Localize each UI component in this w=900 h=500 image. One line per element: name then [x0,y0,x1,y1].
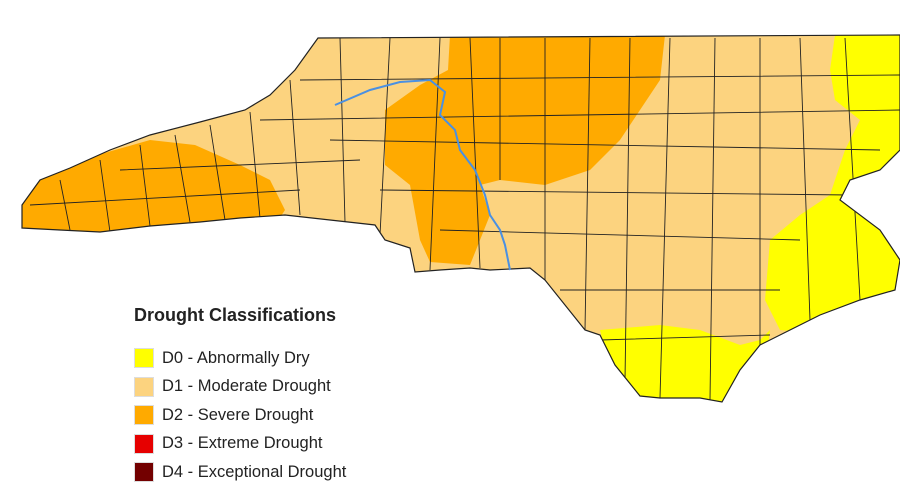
legend-item-d3: D3 - Extreme Drought [134,430,346,459]
legend-swatch-d4 [134,462,154,483]
d2-area-north-central [385,35,665,265]
d0-area-east [765,35,900,340]
river [334,78,511,271]
legend: Drought Classifications D0 - Abnormally … [134,305,346,487]
legend-item-d4: D4 - Exceptional Drought [134,458,346,487]
legend-item-d2: D2 - Severe Drought [134,401,346,430]
legend-label: D0 - Abnormally Dry [162,348,310,367]
legend-swatch-d1 [134,376,154,397]
legend-swatch-d0 [134,348,154,369]
legend-label: D1 - Moderate Drought [162,377,331,396]
d2-area-west [22,140,285,240]
legend-label: D2 - Severe Drought [162,405,314,424]
legend-item-d1: D1 - Moderate Drought [134,373,346,402]
legend-label: D3 - Extreme Drought [162,434,323,453]
county-boundaries [29,37,900,401]
legend-item-d0: D0 - Abnormally Dry [134,344,346,373]
legend-label: D4 - Exceptional Drought [162,462,347,481]
legend-swatch-d2 [134,405,154,426]
legend-title: Drought Classifications [134,305,337,325]
legend-swatch-d3 [134,433,154,454]
